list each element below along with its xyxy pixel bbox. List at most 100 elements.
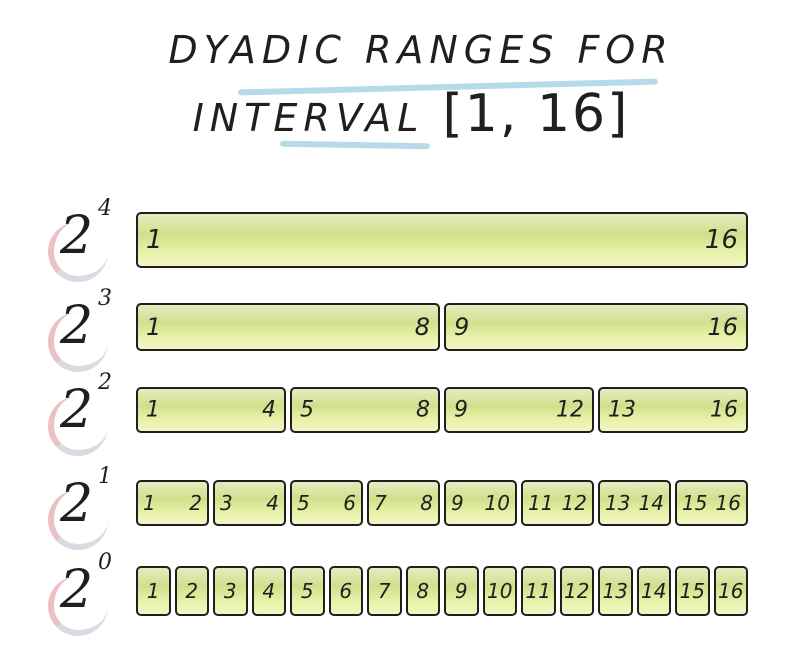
range-single-label: 7 — [377, 579, 391, 603]
range-single-label: 15 — [679, 579, 705, 603]
range-bar: 9 16 — [444, 303, 748, 351]
range-bar: 9 10 — [444, 480, 517, 526]
range-bar: 10 — [482, 566, 517, 616]
range-bar: 3 — [213, 566, 248, 616]
exponent-power: 0 — [98, 550, 112, 575]
range-end-label: 8 — [420, 491, 433, 515]
range-bar: 15 — [675, 566, 710, 616]
range-end-label: 16 — [710, 397, 738, 423]
range-bar: 13 14 — [598, 480, 671, 526]
range-end-label: 10 — [484, 491, 510, 515]
title-line-1: DYADIC RANGES FOR — [0, 28, 802, 72]
range-bar: 11 — [521, 566, 556, 616]
range-start-label: 3 — [220, 491, 233, 515]
range-end-label: 16 — [707, 313, 738, 341]
range-end-label: 8 — [414, 313, 430, 341]
range-bar: 4 — [251, 566, 286, 616]
title-text-2: INTERVAL — [192, 96, 425, 140]
range-bar: 5 — [290, 566, 325, 616]
range-bar: 9 12 — [444, 387, 594, 433]
range-single-label: 11 — [525, 579, 551, 603]
range-end-label: 2 — [189, 491, 202, 515]
range-start-label: 5 — [300, 397, 314, 423]
range-start-label: 7 — [374, 491, 387, 515]
range-start-label: 5 — [297, 491, 310, 515]
range-start-label: 13 — [605, 491, 631, 515]
range-single-label: 13 — [602, 579, 628, 603]
range-bar: 12 — [559, 566, 594, 616]
range-bar: 2 — [174, 566, 209, 616]
range-end-label: 4 — [262, 397, 276, 423]
range-end-label: 4 — [266, 491, 279, 515]
range-bar: 14 — [636, 566, 671, 616]
range-bar: 15 16 — [675, 480, 748, 526]
range-end-label: 6 — [343, 491, 356, 515]
range-end-label: 12 — [556, 397, 584, 423]
range-start-label: 9 — [451, 491, 464, 515]
exponent-base: 2 — [60, 206, 94, 266]
exponent-swirl-icon — [48, 490, 108, 550]
range-start-label: 9 — [454, 313, 470, 341]
exponent-base: 2 — [60, 296, 94, 356]
range-bar: 1 16 — [136, 212, 748, 268]
range-start-label: 13 — [608, 397, 636, 423]
range-bar: 8 — [405, 566, 440, 616]
range-single-label: 4 — [262, 579, 276, 603]
range-end-label: 8 — [416, 397, 430, 423]
exponent-power: 4 — [98, 196, 112, 221]
range-single-label: 12 — [564, 579, 590, 603]
exponent-swirl-icon — [48, 312, 108, 372]
title-underline-2 — [279, 140, 431, 150]
range-bar: 11 12 — [521, 480, 594, 526]
title-text-1: DYADIC RANGES FOR — [168, 28, 674, 72]
range-start-label: 1 — [146, 313, 162, 341]
range-single-label: 16 — [718, 579, 744, 603]
range-start-label: 15 — [682, 491, 708, 515]
range-start-label: 11 — [528, 491, 554, 515]
exponent-swirl-icon — [48, 576, 108, 636]
range-start-label: 1 — [146, 225, 163, 255]
range-start-label: 1 — [143, 491, 156, 515]
range-single-label: 14 — [641, 579, 667, 603]
range-end-label: 14 — [638, 491, 664, 515]
range-start-label: 1 — [146, 397, 160, 423]
range-single-label: 6 — [339, 579, 353, 603]
range-bar: 6 — [328, 566, 363, 616]
range-end-label: 16 — [704, 225, 738, 255]
exponent-base: 2 — [60, 560, 94, 620]
range-single-label: 5 — [300, 579, 314, 603]
range-end-label: 16 — [715, 491, 741, 515]
range-single-label: 8 — [416, 579, 430, 603]
range-single-label: 1 — [146, 579, 160, 603]
exponent-power: 2 — [98, 370, 112, 395]
range-single-label: 2 — [185, 579, 199, 603]
range-single-label: 3 — [223, 579, 237, 603]
exponent-base: 2 — [60, 474, 94, 534]
exponent-swirl-icon — [48, 396, 108, 456]
exponent-base: 2 — [60, 380, 94, 440]
range-start-label: 9 — [454, 397, 468, 423]
range-single-label: 10 — [487, 579, 513, 603]
title-line-2: INTERVAL [1, 16] — [0, 84, 802, 144]
range-bar: 1 — [136, 566, 171, 616]
exponent-swirl-icon — [48, 222, 108, 282]
interval-label: [1, 16] — [442, 84, 630, 144]
exponent-power: 3 — [98, 286, 112, 311]
exponent-power: 1 — [98, 464, 112, 489]
range-bar: 13 — [598, 566, 633, 616]
range-bar: 7 — [367, 566, 402, 616]
range-end-label: 12 — [561, 491, 587, 515]
range-single-label: 9 — [454, 579, 468, 603]
range-bar: 16 — [713, 566, 748, 616]
